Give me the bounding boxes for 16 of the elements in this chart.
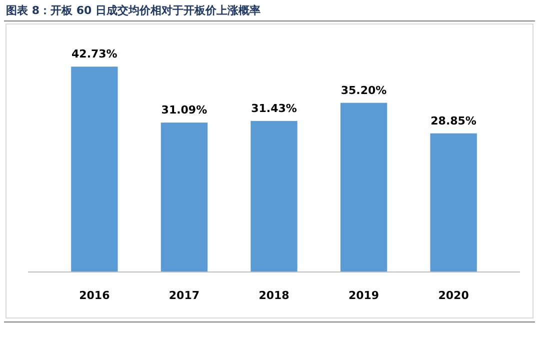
- data-label: 35.20%: [340, 84, 387, 97]
- x-tick-label: 2016: [79, 289, 110, 302]
- bar: [71, 66, 118, 272]
- x-tick-label: 2017: [168, 289, 200, 302]
- bar: [430, 133, 477, 272]
- data-label: 31.43%: [251, 102, 297, 115]
- bar: [250, 120, 298, 272]
- x-tick-label: 2018: [258, 289, 290, 302]
- bar: [160, 122, 208, 272]
- data-label: 42.73%: [72, 48, 118, 61]
- chart-title: 图表 8：开板 60 日成交均价相对于开板价上涨概率: [6, 4, 260, 17]
- x-tick-label: 2020: [438, 289, 470, 302]
- data-label: 28.85%: [430, 114, 476, 128]
- data-label: 31.09%: [161, 104, 208, 117]
- x-tick-label: 2019: [348, 289, 380, 302]
- bar: [340, 102, 388, 272]
